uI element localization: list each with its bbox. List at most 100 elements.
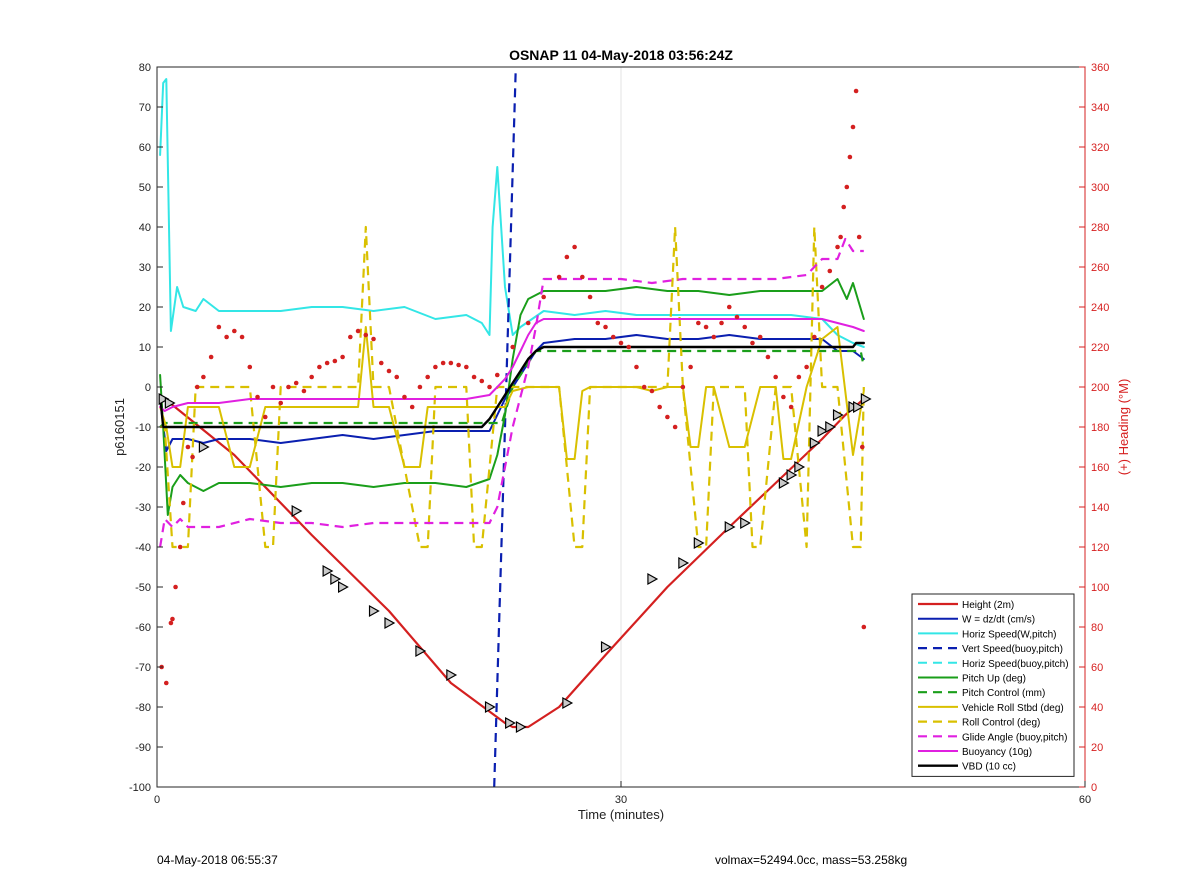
height-marker bbox=[860, 392, 872, 406]
heading-point bbox=[317, 364, 322, 370]
heading-point bbox=[371, 336, 376, 342]
heading-point bbox=[216, 324, 222, 330]
left-tick-label: -80 bbox=[135, 702, 151, 714]
heading-layer bbox=[159, 88, 867, 686]
legend-entry-label: Pitch Up (deg) bbox=[962, 674, 1026, 685]
legend-entry-label: W = dz/dt (cm/s) bbox=[962, 615, 1035, 626]
series-line-8 bbox=[160, 225, 865, 549]
heading-point bbox=[293, 380, 299, 386]
heading-point bbox=[270, 384, 276, 390]
left-tick-label: 80 bbox=[139, 62, 151, 74]
heading-point bbox=[781, 394, 786, 400]
heading-point bbox=[587, 294, 593, 300]
heading-point bbox=[688, 364, 693, 370]
heading-point bbox=[610, 334, 616, 340]
height-marker bbox=[678, 556, 690, 570]
height-marker bbox=[198, 440, 210, 454]
left-tick-label: 70 bbox=[139, 102, 151, 114]
height-marker bbox=[794, 460, 806, 474]
heading-point bbox=[618, 340, 624, 346]
bottom-axis-ticks: 0 30 60 bbox=[154, 781, 1091, 806]
right-tick-label: 200 bbox=[1091, 382, 1109, 394]
heading-point bbox=[185, 444, 191, 450]
height-marker bbox=[291, 504, 303, 518]
height-marker bbox=[446, 668, 458, 682]
height-marker bbox=[647, 572, 659, 586]
legend-entry-label: Vehicle Roll Stbd (deg) bbox=[962, 703, 1064, 714]
left-tick-label: 30 bbox=[139, 262, 151, 274]
legend-entry-label: Pitch Control (mm) bbox=[962, 688, 1045, 699]
left-tick-label: 10 bbox=[139, 342, 151, 354]
heading-point bbox=[804, 364, 809, 370]
series-line-9 bbox=[159, 237, 864, 548]
heading-point bbox=[278, 400, 284, 406]
right-tick-label: 340 bbox=[1091, 102, 1109, 114]
heading-point bbox=[177, 544, 183, 550]
heading-point bbox=[853, 88, 859, 94]
heading-point bbox=[541, 294, 546, 300]
heading-point bbox=[672, 424, 678, 430]
legend-entry-label: Buoyancy (10g) bbox=[962, 747, 1032, 758]
height-marker bbox=[778, 476, 790, 490]
right-tick-label: 20 bbox=[1091, 742, 1103, 754]
heading-point bbox=[180, 500, 186, 506]
heading-point bbox=[340, 354, 345, 360]
legend: Height (2m) W = dz/dt (cm/s) Horiz Speed(W… bbox=[911, 593, 1075, 777]
footer-mass-info: volmax=52494.0cc, mass=53.258kg bbox=[715, 853, 908, 867]
heading-point bbox=[861, 624, 867, 630]
heading-point bbox=[170, 616, 175, 622]
heading-point bbox=[417, 384, 423, 390]
heading-point bbox=[665, 414, 670, 420]
heading-point bbox=[703, 324, 709, 330]
right-tick-label: 300 bbox=[1091, 182, 1109, 194]
heading-point bbox=[859, 444, 865, 450]
heading-point bbox=[595, 320, 601, 326]
series-line-3 bbox=[493, 66, 517, 788]
heading-point bbox=[232, 328, 237, 334]
series-line-7 bbox=[159, 326, 865, 468]
right-tick-label: 60 bbox=[1091, 662, 1103, 674]
right-tick-label: 120 bbox=[1091, 542, 1109, 554]
height-marker bbox=[505, 716, 516, 730]
height-marker bbox=[322, 564, 334, 578]
heading-point bbox=[448, 360, 454, 366]
heading-point bbox=[194, 384, 200, 390]
heading-point bbox=[440, 360, 446, 366]
height-marker bbox=[384, 616, 396, 630]
height-marker bbox=[817, 424, 829, 438]
left-tick-label: 50 bbox=[139, 182, 151, 194]
left-axis-ticks: -100-90-80-70-60-50-40-30-20-10010203040… bbox=[129, 62, 163, 794]
heading-point bbox=[564, 254, 570, 260]
right-tick-label: 0 bbox=[1091, 782, 1097, 794]
heading-point bbox=[394, 374, 400, 380]
heading-point bbox=[286, 384, 291, 390]
series-line-11 bbox=[158, 341, 865, 429]
heading-point bbox=[726, 304, 732, 310]
heading-point bbox=[680, 384, 686, 390]
heading-point bbox=[580, 274, 585, 280]
heading-point bbox=[386, 368, 392, 374]
heading-point bbox=[201, 374, 206, 380]
height-marker bbox=[600, 640, 612, 654]
heading-point bbox=[696, 320, 701, 326]
legend-box bbox=[911, 593, 1075, 777]
series-layer bbox=[158, 66, 865, 788]
series-line-10 bbox=[159, 318, 865, 412]
heading-point bbox=[641, 384, 647, 390]
heading-point bbox=[657, 404, 662, 410]
heading-point bbox=[838, 234, 843, 240]
heading-point bbox=[479, 378, 485, 384]
height-marker bbox=[484, 700, 496, 714]
height-marker bbox=[809, 436, 821, 450]
height-marker bbox=[164, 396, 176, 410]
legend-entry-label: Height (2m) bbox=[962, 600, 1014, 611]
series-line-2 bbox=[159, 78, 865, 348]
heading-point bbox=[847, 154, 853, 160]
height-marker bbox=[693, 536, 705, 550]
left-tick-label: -60 bbox=[135, 622, 151, 634]
height-marker bbox=[832, 408, 844, 422]
heading-point bbox=[163, 680, 169, 686]
heading-point bbox=[841, 204, 847, 210]
y-axis-label: p6160151 bbox=[112, 398, 127, 456]
